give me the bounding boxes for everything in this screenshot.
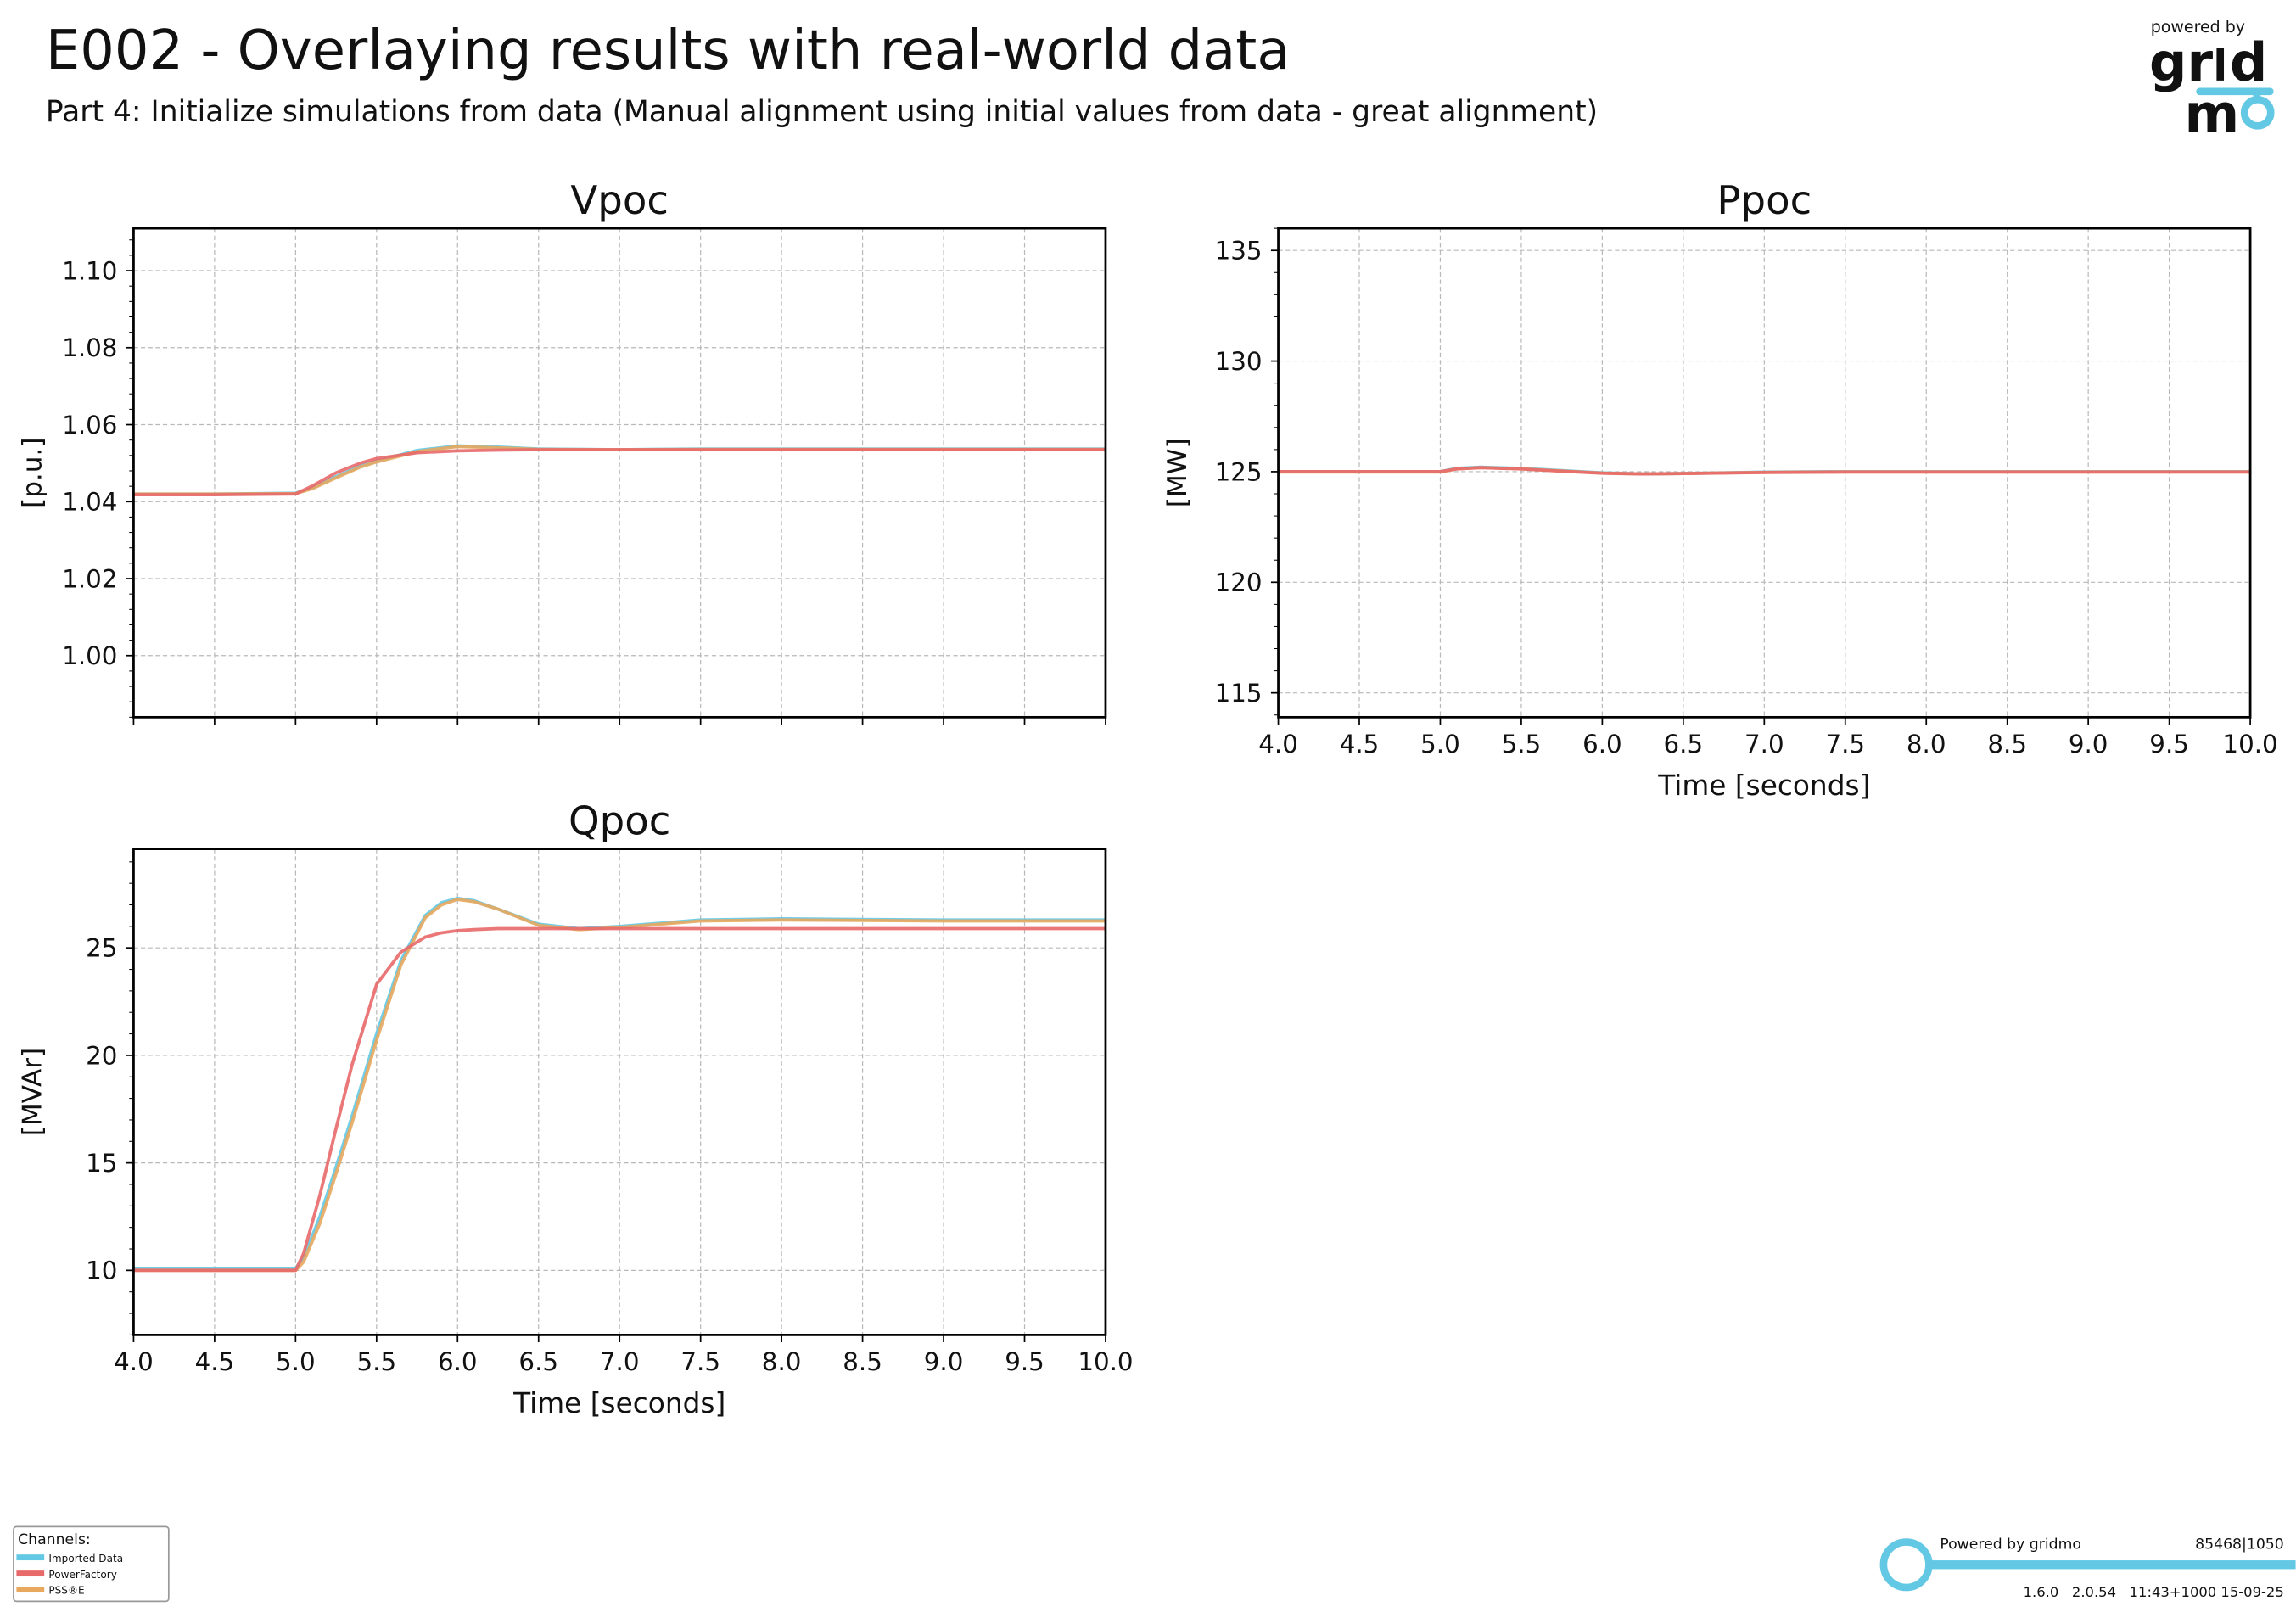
y-tick-label: 1.06 xyxy=(62,411,117,439)
logo-m: m xyxy=(2184,82,2239,144)
legend-label-imported: Imported Data xyxy=(48,1553,123,1564)
footer-ring-icon xyxy=(1879,1538,1933,1592)
footer-powered: Powered by gridmo xyxy=(1940,1536,2081,1553)
x-tick-label: 4.0 xyxy=(114,1347,154,1376)
legend: Channels: Imported Data PowerFactory PSS… xyxy=(13,1525,170,1603)
logo-gr: gr xyxy=(2149,31,2213,93)
x-tick-label: 4.5 xyxy=(1340,730,1380,758)
y-axis-label: [p.u.] xyxy=(18,438,48,508)
x-tick-label: 9.5 xyxy=(1005,1347,1044,1376)
legend-title: Channels: xyxy=(18,1531,91,1548)
plot-frame xyxy=(1277,227,2252,719)
x-tick-label: 8.0 xyxy=(762,1347,802,1376)
legend-swatch-psse xyxy=(16,1587,45,1593)
y-tick-label: 1.04 xyxy=(62,488,117,517)
y-tick-label: 130 xyxy=(1215,347,1263,376)
x-tick-label: 7.5 xyxy=(1825,730,1865,758)
y-tick-label: 115 xyxy=(1215,679,1263,708)
series-line-pss-e xyxy=(133,898,1106,1273)
y-tick-label: 135 xyxy=(1215,237,1263,266)
y-tick-label: 120 xyxy=(1215,568,1263,597)
x-axis-label: Time [seconds] xyxy=(1657,770,1870,802)
x-tick-label: 7.5 xyxy=(680,1347,720,1376)
legend-label-psse: PSS®E xyxy=(48,1585,84,1597)
x-tick-label: 5.0 xyxy=(1420,730,1460,758)
x-tick-label: 8.0 xyxy=(1907,730,1946,758)
x-tick-label: 10.0 xyxy=(2222,730,2277,758)
footer-bar xyxy=(1929,1560,2296,1570)
footer-versions: 1.6.0 2.0.54 11:43+1000 15-09-25 xyxy=(2024,1584,2284,1600)
y-tick-label: 10 xyxy=(86,1257,117,1285)
x-tick-label: 7.0 xyxy=(1744,730,1784,758)
chart-title: Vpoc xyxy=(570,177,669,223)
x-tick-label: 8.5 xyxy=(843,1347,882,1376)
y-axis-label: [MVAr] xyxy=(18,1048,48,1136)
legend-label-powerfactory: PowerFactory xyxy=(48,1569,117,1581)
y-tick-label: 25 xyxy=(86,934,117,963)
legend-swatch-imported xyxy=(16,1554,45,1561)
y-tick-label: 125 xyxy=(1215,457,1263,486)
chart-ppoc: 4.0 4.5 5.0 5.5 6.0 6.5 7.0 7.5 8.0 8.5 9.0 9.5 10.0… xyxy=(1162,177,2278,802)
gridmo-logo: powered by gr d m xyxy=(2149,18,2275,144)
x-tick-label: 9.0 xyxy=(2069,730,2108,758)
footer-id: 85468|1050 xyxy=(2195,1536,2284,1553)
series-line-powerfactory xyxy=(133,448,1106,497)
chart-vpoc: 1.00 1.02 1.04 1.06 1.08 1.10 Vpoc [p.u.] xyxy=(18,177,1107,725)
y-tick-label: 15 xyxy=(86,1149,117,1178)
x-tick-label: 6.5 xyxy=(518,1347,558,1376)
y-tick-label: 1.10 xyxy=(62,256,117,285)
logo-d: d xyxy=(2230,31,2267,93)
y-tick-label: 1.00 xyxy=(62,641,117,670)
page-title: E002 - Overlaying results with real-worl… xyxy=(46,20,1291,82)
series-line-powerfactory xyxy=(1278,466,2251,476)
footer: Powered by gridmo 85468|1050 1.6.0 2.0.5… xyxy=(1879,1536,2296,1600)
y-tick-label: 20 xyxy=(86,1041,117,1070)
x-tick-label: 9.5 xyxy=(2149,730,2189,758)
x-tick-label: 6.5 xyxy=(1664,730,1704,758)
plot-frame xyxy=(132,848,1107,1336)
y-tick-label: 1.02 xyxy=(62,564,117,593)
x-tick-label: 4.0 xyxy=(1258,730,1298,758)
x-tick-label: 6.0 xyxy=(438,1347,478,1376)
y-tick-label: 1.08 xyxy=(62,333,117,362)
chart-qpoc: 4.0 4.5 5.0 5.5 6.0 6.5 7.0 7.5 8.0 8.5 9.0 9.5 10.0… xyxy=(18,798,1134,1419)
x-tick-label: 4.5 xyxy=(195,1347,235,1376)
x-axis-label: Time [seconds] xyxy=(512,1387,725,1419)
chart-title: Ppoc xyxy=(1716,177,1812,223)
series-line-powerfactory xyxy=(133,926,1106,1273)
x-tick-label: 7.0 xyxy=(600,1347,640,1376)
x-tick-label: 5.5 xyxy=(357,1347,397,1376)
x-tick-label: 8.5 xyxy=(1987,730,2027,758)
x-tick-label: 5.0 xyxy=(276,1347,316,1376)
plot-frame xyxy=(132,227,1107,719)
x-tick-label: 6.0 xyxy=(1582,730,1622,758)
chart-title: Qpoc xyxy=(568,798,670,843)
y-axis-label: [MW] xyxy=(1162,438,1193,507)
legend-swatch-powerfactory xyxy=(16,1570,45,1577)
logo-powered-by: powered by xyxy=(2151,18,2245,36)
page-subtitle: Part 4: Initialize simulations from data… xyxy=(46,95,1598,129)
x-tick-label: 9.0 xyxy=(924,1347,964,1376)
x-tick-label: 10.0 xyxy=(1078,1347,1133,1376)
x-tick-label: 5.5 xyxy=(1502,730,1542,758)
